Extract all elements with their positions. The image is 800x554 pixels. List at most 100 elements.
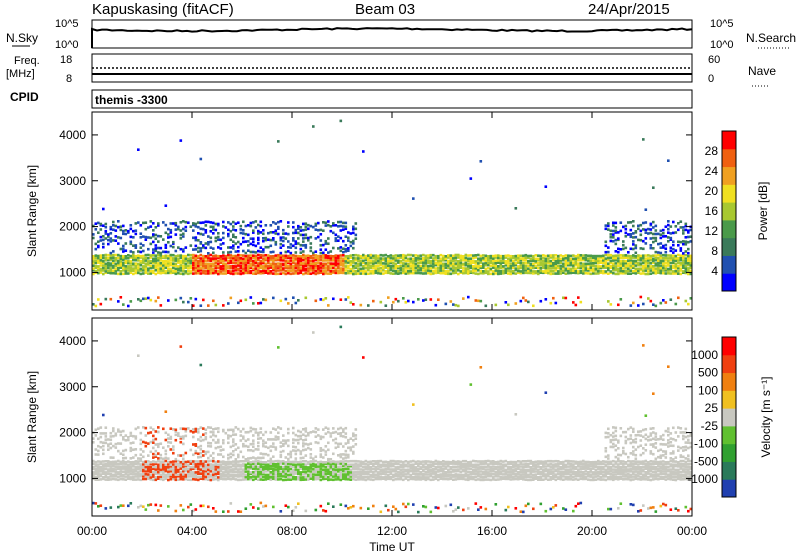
scatter-cell <box>234 269 238 272</box>
scatter-cell <box>552 475 555 478</box>
scatter-cell <box>509 262 513 265</box>
scatter-cell <box>424 473 428 476</box>
scatter-cell <box>254 448 258 451</box>
scatter-cell <box>399 471 403 474</box>
scatter-cell <box>202 433 205 436</box>
scatter-cell <box>162 463 165 467</box>
scatter-cell <box>434 465 438 469</box>
scatter-cell <box>334 460 338 464</box>
scatter-cell <box>532 476 535 479</box>
scatter-cell <box>382 464 385 468</box>
scatter-cell <box>249 461 253 464</box>
scatter-cell <box>137 465 140 468</box>
scatter-cell <box>209 459 213 463</box>
scatter-cell <box>494 264 498 268</box>
scatter-cell <box>604 240 608 244</box>
scatter-cell <box>437 269 440 273</box>
scatter-cell <box>99 235 103 239</box>
scatter-cell <box>139 259 143 263</box>
scatter-cell <box>119 472 123 476</box>
scatter-cell <box>432 272 435 275</box>
scatter-cell <box>177 271 180 275</box>
scatter-cell <box>294 438 298 442</box>
scatter-cell <box>384 464 388 468</box>
scatter-cell <box>394 466 398 469</box>
scatter-cell <box>192 462 195 466</box>
scatter-cell <box>387 508 390 512</box>
scatter-cell <box>192 465 195 469</box>
scatter-cell <box>344 255 348 258</box>
scatter-cell <box>249 264 253 268</box>
scatter-cell <box>379 269 383 273</box>
scatter-cell <box>432 462 435 466</box>
scatter-cell <box>209 236 213 240</box>
scatter-cell <box>387 296 390 299</box>
scatter-cell <box>424 269 428 272</box>
scatter-cell <box>282 465 285 469</box>
scatter-cell <box>294 242 298 246</box>
scatter-cell <box>197 465 200 468</box>
scatter-cell <box>552 258 555 262</box>
scatter-cell <box>129 461 133 464</box>
scatter-cell <box>182 227 185 231</box>
scatter-cell <box>357 473 360 476</box>
scatter-cell <box>657 253 660 257</box>
scatter-cell <box>212 225 215 229</box>
scatter-cell <box>162 238 165 241</box>
scatter-cell <box>334 259 338 262</box>
scatter-cell <box>474 465 478 468</box>
y-tick-label: 3000 <box>59 174 86 188</box>
scatter-cell <box>264 467 268 470</box>
scatter-cell <box>204 229 208 232</box>
scatter-cell <box>222 467 225 471</box>
scatter-cell <box>249 259 253 263</box>
scatter-cell <box>392 473 395 477</box>
scatter-cell <box>534 467 538 471</box>
scatter-cell <box>484 475 488 479</box>
scatter-cell <box>217 246 220 249</box>
scatter-cell <box>392 505 395 508</box>
scatter-cell <box>684 250 688 253</box>
scatter-cell <box>609 303 613 306</box>
scatter-cell <box>384 262 388 265</box>
scatter-cell <box>552 460 555 463</box>
scatter-cell <box>114 229 118 232</box>
scatter-cell <box>677 253 680 257</box>
scatter-cell <box>527 271 530 275</box>
scatter-cell <box>257 459 260 463</box>
scatter-cell <box>669 272 673 275</box>
scatter-cell <box>299 261 303 265</box>
scatter-cell <box>167 466 170 469</box>
scatter-cell <box>112 259 115 262</box>
scatter-cell <box>239 473 243 477</box>
scatter-cell <box>429 474 433 478</box>
scatter-cell <box>269 250 273 254</box>
scatter-cell <box>394 477 398 481</box>
scatter-cell <box>297 272 300 275</box>
scatter-cell <box>219 475 223 478</box>
scatter-cell <box>219 259 223 262</box>
scatter-cell <box>549 475 553 479</box>
scatter-cell <box>174 249 178 253</box>
scatter-cell <box>157 426 160 429</box>
scatter-cell <box>399 465 403 469</box>
scatter-cell <box>494 462 498 466</box>
colorbar-swatch <box>722 148 736 168</box>
scatter-cell <box>97 244 100 248</box>
scatter-cell <box>284 472 288 476</box>
scatter-cell <box>329 478 333 481</box>
scatter-cell <box>464 462 468 466</box>
scatter-cell <box>214 261 218 265</box>
scatter-cell <box>172 242 175 245</box>
scatter-cell <box>102 256 105 260</box>
scatter-cell <box>687 235 690 239</box>
scatter-cell <box>224 431 228 435</box>
scatter-cell <box>282 449 285 453</box>
scatter-cell <box>399 460 403 463</box>
scatter-cell <box>319 465 323 468</box>
scatter-cell <box>109 456 113 459</box>
scatter-cell <box>322 477 325 481</box>
scatter-cell <box>257 253 260 257</box>
scatter-cell <box>479 478 483 482</box>
scatter-cell <box>442 259 445 262</box>
